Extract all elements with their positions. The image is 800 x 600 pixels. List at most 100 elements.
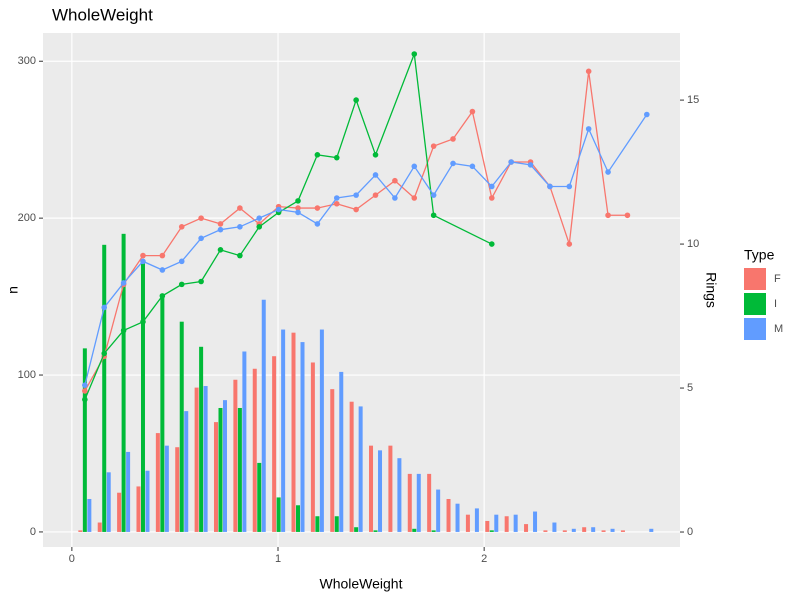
legend-title: Type — [744, 247, 775, 263]
rings-point — [314, 152, 321, 158]
bar — [610, 528, 615, 532]
bar — [373, 530, 378, 532]
rings-point — [372, 172, 379, 178]
bar — [436, 489, 441, 532]
rings-point — [488, 195, 495, 201]
rings-point — [237, 205, 243, 211]
bar — [339, 371, 344, 532]
rings-point — [333, 154, 340, 161]
rings-point — [82, 382, 88, 388]
bar — [319, 329, 324, 532]
y2-tick-label: 15 — [687, 94, 699, 106]
bar — [354, 527, 359, 532]
bar — [504, 516, 509, 532]
rings-point — [295, 205, 301, 211]
bar — [300, 342, 305, 532]
legend-label: F — [774, 273, 781, 285]
bar — [184, 411, 189, 532]
rings-point — [585, 68, 592, 75]
rings-point — [411, 51, 418, 57]
rings-point — [411, 195, 418, 201]
rings-point — [353, 192, 359, 198]
bar — [155, 433, 160, 532]
rings-point — [605, 212, 611, 219]
rings-point — [237, 223, 243, 230]
bar — [233, 379, 238, 532]
bar — [237, 407, 242, 532]
rings-point — [333, 195, 340, 201]
bar — [369, 445, 374, 532]
bar — [543, 530, 548, 532]
bar — [533, 511, 538, 532]
rings-point — [585, 126, 592, 132]
bar — [261, 299, 266, 532]
bar — [489, 530, 494, 532]
rings-point — [178, 223, 185, 230]
rings-point — [314, 221, 321, 227]
bar — [257, 462, 262, 532]
bar — [145, 470, 150, 532]
rings-point — [140, 319, 146, 325]
bar — [160, 296, 165, 532]
bar — [562, 530, 567, 532]
rings-point — [120, 327, 127, 334]
bar — [296, 505, 301, 532]
bar — [552, 522, 557, 532]
bar — [136, 486, 141, 532]
x-axis-label: WholeWeight — [319, 576, 402, 592]
rings-point — [295, 209, 301, 216]
bar — [620, 530, 625, 532]
bar — [601, 530, 606, 532]
rings-point — [198, 215, 204, 221]
bar — [407, 473, 412, 532]
rings-point — [120, 280, 127, 286]
bar — [388, 445, 393, 532]
rings-point — [159, 267, 166, 273]
rings-point — [450, 136, 456, 142]
rings-point — [140, 258, 146, 265]
rings-point — [624, 212, 631, 219]
legend-key — [744, 293, 766, 315]
bar — [378, 450, 383, 532]
rings-point — [566, 241, 573, 247]
y-tick-label: 300 — [18, 55, 36, 67]
bar — [106, 472, 111, 532]
bar — [474, 508, 479, 532]
rings-point — [333, 200, 340, 207]
bar — [175, 447, 180, 532]
bar — [199, 346, 204, 532]
bar — [102, 244, 107, 532]
bar — [427, 473, 432, 532]
rings-point — [198, 278, 204, 285]
rings-point — [217, 247, 224, 253]
rings-point — [372, 152, 379, 158]
bar — [358, 406, 363, 532]
rings-point — [392, 177, 398, 184]
bar — [82, 348, 87, 532]
rings-point — [527, 162, 534, 168]
rings-point — [256, 223, 263, 230]
bar — [121, 233, 126, 532]
y2-tick-label: 10 — [687, 238, 699, 250]
bar — [465, 514, 470, 532]
rings-point — [392, 195, 398, 201]
x-tick-label: 2 — [481, 553, 487, 565]
rings-point — [547, 183, 553, 190]
rings-point — [178, 281, 185, 288]
rings-point — [275, 206, 282, 213]
rings-point — [101, 350, 108, 357]
legend-key — [744, 268, 766, 290]
chart-title: WholeWeight — [52, 5, 153, 24]
bar — [571, 528, 576, 532]
bar — [524, 524, 529, 532]
bar — [431, 530, 436, 532]
bar — [203, 386, 208, 532]
rings-point — [295, 198, 301, 204]
bar — [315, 516, 320, 532]
y-tick-label: 200 — [18, 212, 36, 224]
rings-point — [566, 183, 573, 190]
bar — [349, 401, 354, 532]
bar — [591, 527, 596, 532]
rings-point — [178, 258, 185, 265]
